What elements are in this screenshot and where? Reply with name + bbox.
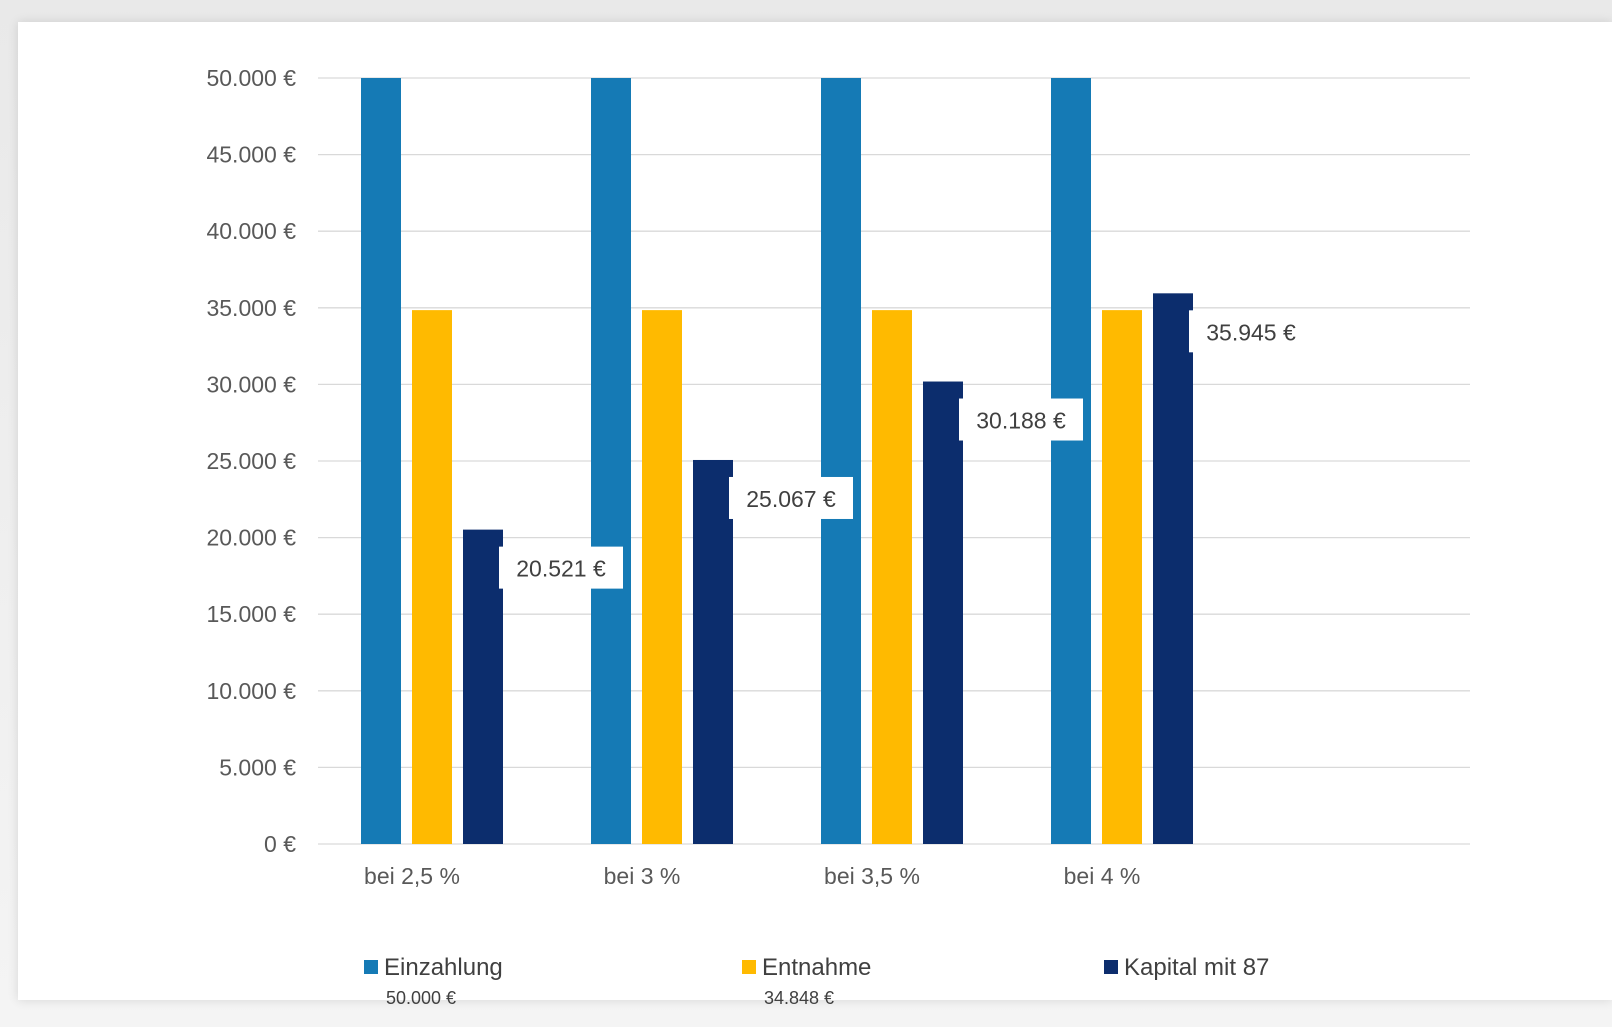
data-label: 25.067 €	[746, 486, 836, 512]
bar-entnahme	[642, 310, 682, 844]
bar-kapital-mit-87	[693, 459, 733, 844]
y-tick-label: 5.000 €	[219, 754, 296, 780]
legend-label: Entnahme	[762, 954, 871, 981]
y-tick-label: 40.000 €	[206, 218, 296, 244]
data-label: 20.521 €	[516, 556, 606, 582]
x-tick-label: bei 3,5 %	[824, 863, 920, 889]
y-tick-label: 20.000 €	[206, 525, 296, 551]
legend-label: Kapital mit 87	[1124, 954, 1269, 981]
bar-entnahme	[872, 310, 912, 844]
legend-label: Einzahlung	[384, 954, 503, 981]
data-label-box	[959, 398, 1083, 441]
legend-swatch	[364, 960, 378, 974]
y-tick-label: 45.000 €	[206, 142, 296, 168]
x-axis-ticks: bei 2,5 % bei 3 % bei 3,5 % bei 4 %	[364, 863, 1140, 889]
y-tick-label: 50.000 €	[206, 65, 296, 91]
bar-kapital-mit-87	[463, 529, 503, 844]
bars	[361, 78, 1193, 844]
legend: Einzahlung 50.000 € Entnahme 34.848 € Kapita…	[364, 954, 1269, 1008]
bar-kapital-mit-87	[923, 381, 963, 844]
legend-swatch	[1104, 960, 1118, 974]
y-tick-label: 15.000 €	[206, 601, 296, 627]
data-labels: 20.521 € 25.067 € 30.188 € 35.945 €	[499, 310, 1313, 589]
data-label: 35.945 €	[1206, 319, 1296, 345]
data-label-box	[729, 476, 853, 519]
bar-einzahlung	[821, 78, 861, 844]
bar-einzahlung	[1051, 78, 1091, 844]
bar-einzahlung	[591, 78, 631, 844]
data-label: 30.188 €	[976, 408, 1066, 434]
bar-entnahme	[412, 310, 452, 844]
legend-sublabel: 34.848 €	[764, 988, 834, 1008]
x-tick-label: bei 2,5 %	[364, 863, 460, 889]
y-axis-ticks: 0 € 5.000 € 10.000 € 15.000 € 20.000 € 25.000…	[206, 65, 296, 857]
legend-sublabel: 50.000 €	[386, 988, 456, 1008]
x-tick-label: bei 3 %	[604, 863, 681, 889]
y-tick-label: 10.000 €	[206, 678, 296, 704]
bar-kapital-mit-87	[1153, 293, 1193, 844]
bar-einzahlung	[361, 78, 401, 844]
y-tick-label: 35.000 €	[206, 295, 296, 321]
y-tick-label: 0 €	[264, 831, 296, 857]
y-tick-label: 25.000 €	[206, 448, 296, 474]
legend-swatch	[742, 960, 756, 974]
data-label-box	[499, 546, 623, 589]
data-label-box	[1189, 310, 1313, 353]
bar-entnahme	[1102, 310, 1142, 844]
x-tick-label: bei 4 %	[1064, 863, 1141, 889]
y-tick-label: 30.000 €	[206, 371, 296, 397]
